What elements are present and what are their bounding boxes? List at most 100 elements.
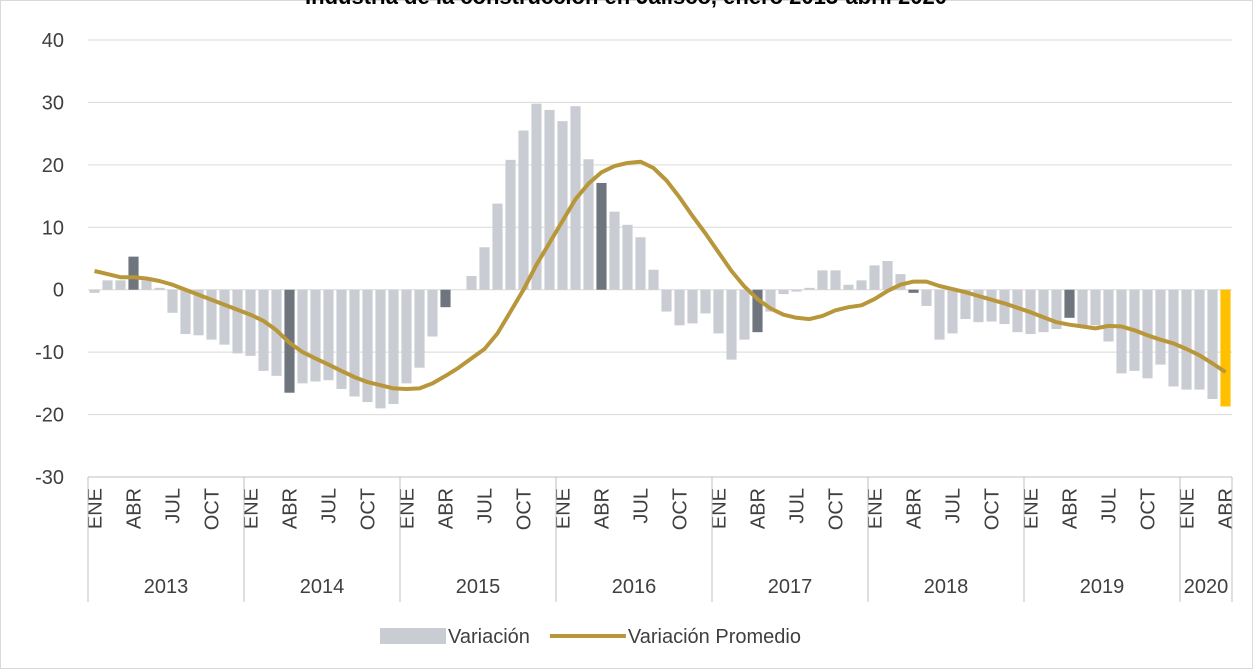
bar (700, 289, 711, 314)
bar (336, 289, 347, 389)
y-tick-label: -10 (35, 342, 64, 364)
bar (1220, 289, 1231, 407)
bar (830, 270, 841, 290)
bar (609, 211, 620, 290)
x-tick-label: ABR (436, 488, 458, 529)
x-tick-label: JUL (319, 488, 341, 524)
bar (362, 289, 373, 403)
bar (1194, 289, 1205, 390)
x-tick-label: ABR (592, 488, 614, 529)
x-tick-label: ABR (1216, 488, 1238, 529)
year-label: 2018 (924, 576, 969, 598)
bar (1168, 289, 1179, 387)
bar (1012, 289, 1023, 333)
bar (1155, 289, 1166, 365)
bar (726, 289, 737, 360)
bar (648, 269, 659, 290)
bar (752, 289, 763, 333)
bar (713, 289, 724, 334)
bar (999, 289, 1010, 325)
bar (414, 289, 425, 368)
bar (739, 289, 750, 340)
year-label: 2016 (612, 576, 657, 598)
legend-label: Variación Promedio (628, 626, 801, 648)
bar (518, 130, 529, 290)
x-tick-label: ENE (85, 488, 107, 529)
x-tick-label: OCT (358, 488, 380, 530)
bar (778, 289, 789, 295)
x-tick-label: JUL (787, 488, 809, 524)
bar (1051, 289, 1062, 330)
bar (544, 109, 555, 290)
x-tick-label: JUL (943, 488, 965, 524)
bar (505, 159, 516, 290)
x-tick-label: JUL (163, 488, 185, 524)
bar (323, 289, 334, 381)
x-tick-label: ABR (124, 488, 146, 529)
x-tick-label: JUL (631, 488, 653, 524)
y-tick-label: 0 (53, 280, 64, 302)
bar (1103, 289, 1114, 342)
bar (232, 289, 243, 354)
bar (557, 121, 568, 290)
x-tick-label: ENE (241, 488, 263, 529)
bar (661, 289, 672, 312)
bar (245, 289, 256, 356)
chart-title: Industria de la construcción en Jalisco,… (305, 0, 947, 9)
bar (115, 280, 126, 290)
bar (895, 274, 906, 290)
year-label: 2017 (768, 576, 813, 598)
bar (804, 287, 815, 290)
bar (89, 289, 100, 293)
x-tick-label: ABR (280, 488, 302, 529)
y-tick-label: -20 (35, 405, 64, 427)
year-label: 2013 (144, 576, 189, 598)
bar (401, 289, 412, 384)
line (94, 159, 1227, 391)
bar (921, 289, 932, 306)
y-tick-label: 40 (42, 30, 64, 52)
bar (843, 284, 854, 290)
bar (180, 289, 191, 335)
x-tick-label: ENE (553, 488, 575, 529)
bar (531, 103, 542, 290)
bar (674, 289, 685, 326)
bar (1064, 289, 1075, 318)
bar (622, 224, 633, 290)
x-tick-label: OCT (514, 488, 536, 530)
x-tick-label: OCT (982, 488, 1004, 530)
year-label: 2015 (456, 576, 501, 598)
x-tick-label: JUL (1099, 488, 1121, 524)
bar (349, 289, 360, 397)
bar (1077, 289, 1088, 328)
x-tick-label: OCT (202, 488, 224, 530)
bar (960, 289, 971, 320)
x-tick-label: ENE (865, 488, 887, 529)
x-tick-label: ABR (904, 488, 926, 529)
x-tick-label: OCT (1138, 488, 1160, 530)
year-label: 2019 (1080, 576, 1125, 598)
bar (1181, 289, 1192, 390)
x-tick-label: JUL (475, 488, 497, 524)
bar (440, 289, 451, 308)
y-tick-label: 20 (42, 155, 64, 177)
bar (1207, 289, 1218, 399)
bar (947, 289, 958, 334)
bar (1090, 289, 1101, 326)
bar (791, 289, 802, 292)
bar (141, 280, 152, 290)
bar (375, 289, 386, 409)
legend-label: Variación (448, 626, 530, 648)
y-tick-label: 30 (42, 92, 64, 114)
bar (973, 289, 984, 323)
bar (908, 289, 919, 293)
bar (856, 280, 867, 290)
bar (310, 289, 321, 382)
bar (817, 270, 828, 290)
bar (206, 289, 217, 340)
bar (1038, 289, 1049, 333)
legend-swatch (380, 628, 446, 644)
x-tick-label: ENE (1177, 488, 1199, 529)
bar (986, 289, 997, 322)
